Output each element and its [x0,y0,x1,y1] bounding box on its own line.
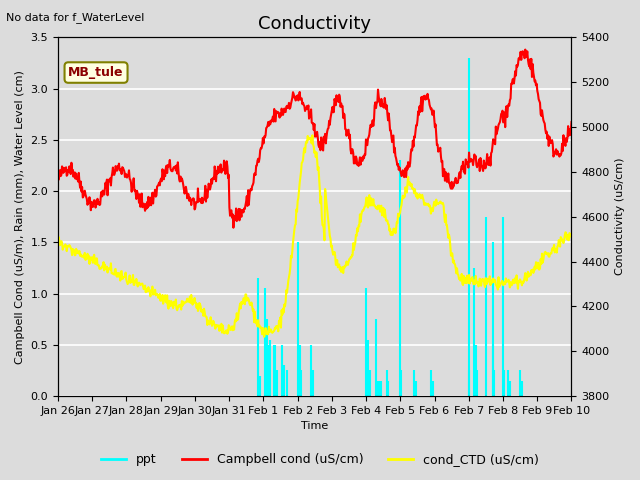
Legend: ppt, Campbell cond (uS/cm), cond_CTD (uS/cm): ppt, Campbell cond (uS/cm), cond_CTD (uS… [96,448,544,471]
Text: MB_tule: MB_tule [68,66,124,79]
Title: Conductivity: Conductivity [259,15,371,33]
X-axis label: Time: Time [301,421,328,432]
Y-axis label: Campbell Cond (uS/m), Rain (mm), Water Level (cm): Campbell Cond (uS/m), Rain (mm), Water L… [15,70,25,364]
Text: No data for f_WaterLevel: No data for f_WaterLevel [6,12,145,23]
Y-axis label: Conductivity (uS/cm): Conductivity (uS/cm) [615,158,625,276]
